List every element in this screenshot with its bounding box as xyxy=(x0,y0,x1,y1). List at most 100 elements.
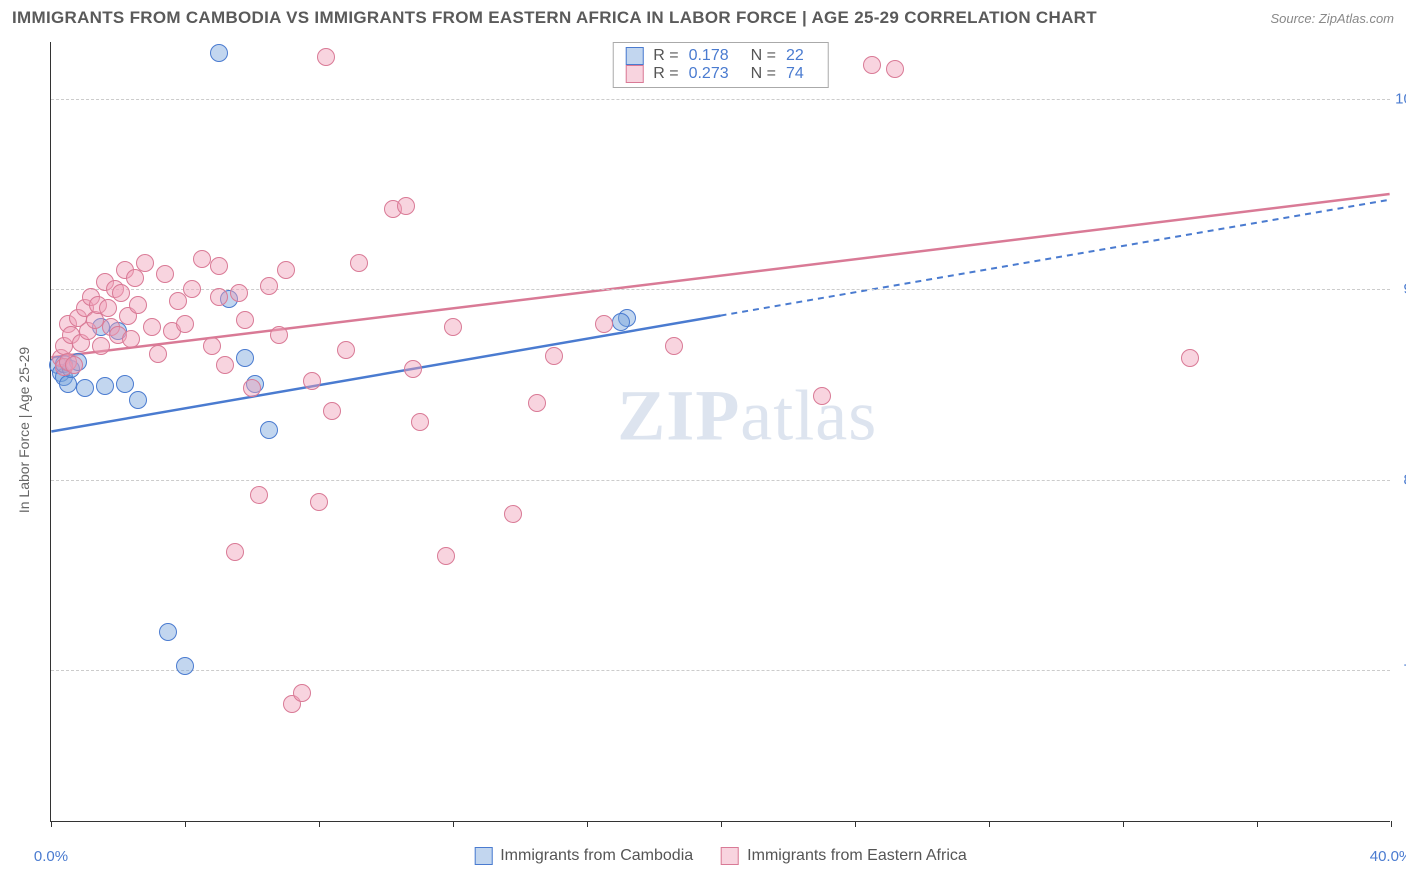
data-point xyxy=(411,413,429,431)
data-point xyxy=(293,684,311,702)
data-point xyxy=(193,250,211,268)
data-point xyxy=(210,44,228,62)
data-point xyxy=(230,284,248,302)
watermark: ZIPatlas xyxy=(617,374,877,457)
r-value: 0.178 xyxy=(689,47,729,65)
r-label: R = xyxy=(653,47,678,65)
data-point xyxy=(126,269,144,287)
trend-lines xyxy=(51,42,1390,821)
y-tick-label: 100.0% xyxy=(1395,91,1406,108)
legend-swatch xyxy=(625,47,643,65)
legend-swatch xyxy=(625,65,643,83)
data-point xyxy=(350,254,368,272)
data-point xyxy=(236,349,254,367)
data-point xyxy=(210,257,228,275)
data-point xyxy=(96,377,114,395)
data-point xyxy=(129,391,147,409)
gridline xyxy=(51,99,1390,100)
data-point xyxy=(129,296,147,314)
data-point xyxy=(159,623,177,641)
data-point xyxy=(216,356,234,374)
data-point xyxy=(116,375,134,393)
data-point xyxy=(122,330,140,348)
x-tick xyxy=(319,821,320,827)
n-value: 22 xyxy=(786,47,804,65)
x-tick-label: 0.0% xyxy=(34,848,68,865)
data-point xyxy=(270,326,288,344)
r-value: 0.273 xyxy=(689,65,729,83)
data-point xyxy=(112,284,130,302)
data-point xyxy=(1181,349,1199,367)
data-point xyxy=(76,379,94,397)
x-tick xyxy=(587,821,588,827)
data-point xyxy=(397,197,415,215)
x-tick xyxy=(185,821,186,827)
data-point xyxy=(183,280,201,298)
data-point xyxy=(404,360,422,378)
data-point xyxy=(210,288,228,306)
data-point xyxy=(260,421,278,439)
data-point xyxy=(149,345,167,363)
data-point xyxy=(260,277,278,295)
data-point xyxy=(504,505,522,523)
data-point xyxy=(226,543,244,561)
data-point xyxy=(337,341,355,359)
data-point xyxy=(65,356,83,374)
data-point xyxy=(612,313,630,331)
data-point xyxy=(250,486,268,504)
legend-swatch xyxy=(721,847,739,865)
data-point xyxy=(317,48,335,66)
x-tick xyxy=(855,821,856,827)
data-point xyxy=(176,315,194,333)
source-label: Source: ZipAtlas.com xyxy=(1270,11,1394,26)
n-label: N = xyxy=(751,65,776,83)
gridline xyxy=(51,670,1390,671)
data-point xyxy=(665,337,683,355)
data-point xyxy=(277,261,295,279)
data-point xyxy=(176,657,194,675)
data-point xyxy=(813,387,831,405)
legend-swatch xyxy=(474,847,492,865)
series-legend: Immigrants from Cambodia Immigrants from … xyxy=(474,847,967,865)
correlation-row: R = 0.178 N = 22 xyxy=(625,47,816,65)
n-value: 74 xyxy=(786,65,804,83)
x-tick xyxy=(989,821,990,827)
data-point xyxy=(136,254,154,272)
n-label: N = xyxy=(751,47,776,65)
x-tick xyxy=(1123,821,1124,827)
data-point xyxy=(236,311,254,329)
data-point xyxy=(886,60,904,78)
data-point xyxy=(863,56,881,74)
chart-title: IMMIGRANTS FROM CAMBODIA VS IMMIGRANTS F… xyxy=(12,8,1097,28)
scatter-chart: ZIPatlas R =0.178N =22R =0.273N =74 Immi… xyxy=(50,42,1390,822)
gridline xyxy=(51,480,1390,481)
data-point xyxy=(595,315,613,333)
x-tick xyxy=(1391,821,1392,827)
data-point xyxy=(143,318,161,336)
data-point xyxy=(243,379,261,397)
legend-label: Immigrants from Cambodia xyxy=(500,847,693,865)
legend-item: Immigrants from Cambodia xyxy=(474,847,693,865)
x-tick-label: 40.0% xyxy=(1370,848,1406,865)
legend-label: Immigrants from Eastern Africa xyxy=(747,847,967,865)
x-tick xyxy=(721,821,722,827)
correlation-legend: R = 0.178 N = 22 R = 0.273 N = 74 xyxy=(612,42,829,88)
data-point xyxy=(156,265,174,283)
r-label: R = xyxy=(653,65,678,83)
data-point xyxy=(323,402,341,420)
y-axis-label: In Labor Force | Age 25-29 xyxy=(16,347,32,513)
correlation-row: R = 0.273 N = 74 xyxy=(625,65,816,83)
data-point xyxy=(528,394,546,412)
data-point xyxy=(437,547,455,565)
legend-item: Immigrants from Eastern Africa xyxy=(721,847,967,865)
x-tick xyxy=(1257,821,1258,827)
data-point xyxy=(303,372,321,390)
x-tick xyxy=(51,821,52,827)
data-point xyxy=(99,299,117,317)
data-point xyxy=(545,347,563,365)
gridline xyxy=(51,289,1390,290)
data-point xyxy=(59,375,77,393)
data-point xyxy=(310,493,328,511)
data-point xyxy=(444,318,462,336)
data-point xyxy=(203,337,221,355)
